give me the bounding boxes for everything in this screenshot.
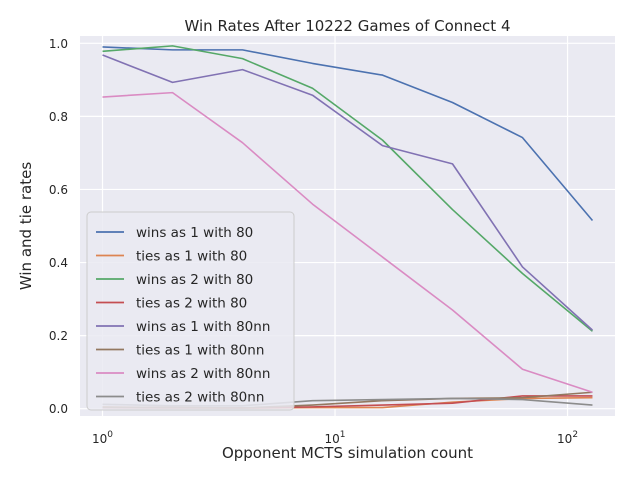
y-tick-label: 0.6	[49, 183, 68, 197]
legend-entry: wins as 1 with 80	[136, 225, 253, 241]
series-line-3	[102, 45, 593, 332]
legend: wins as 1 with 80 ties as 1 with 80 wins a…	[86, 211, 295, 411]
x-tick-label: 102	[557, 430, 578, 446]
y-tick-label: 0.4	[49, 256, 68, 270]
y-tick-label: 0.2	[49, 329, 68, 343]
legend-entry: wins as 2 with 80	[136, 272, 253, 288]
chart-title: Win Rates After 10222 Games of Connect 4	[185, 17, 511, 35]
legend-entry: ties as 2 with 80	[136, 296, 247, 312]
series-line-5	[102, 54, 594, 331]
x-tick-label: 101	[325, 430, 346, 446]
legend-entry: wins as 2 with 80nn	[136, 366, 270, 382]
y-tick-label: 0.8	[49, 110, 68, 124]
x-tick-label: 100	[92, 430, 113, 446]
legend-entry: wins as 1 with 80nn	[136, 319, 270, 335]
x-axis-label: Opponent MCTS simulation count	[222, 444, 473, 462]
legend-entry: ties as 1 with 80nn	[136, 343, 264, 359]
series-line-1	[102, 46, 594, 222]
tick-labels: 0.0 0.2 0.4 0.6 0.8 1.0 100 101 102	[49, 37, 578, 446]
legend-box	[86, 211, 295, 411]
legend-entry: ties as 2 with 80nn	[136, 390, 264, 406]
series-line-7	[102, 91, 593, 394]
y-axis-label: Win and tie rates	[17, 162, 35, 290]
y-tick-label: 0.0	[49, 402, 68, 416]
legend-entry: ties as 1 with 80	[136, 249, 247, 265]
y-tick-label: 1.0	[49, 37, 68, 51]
